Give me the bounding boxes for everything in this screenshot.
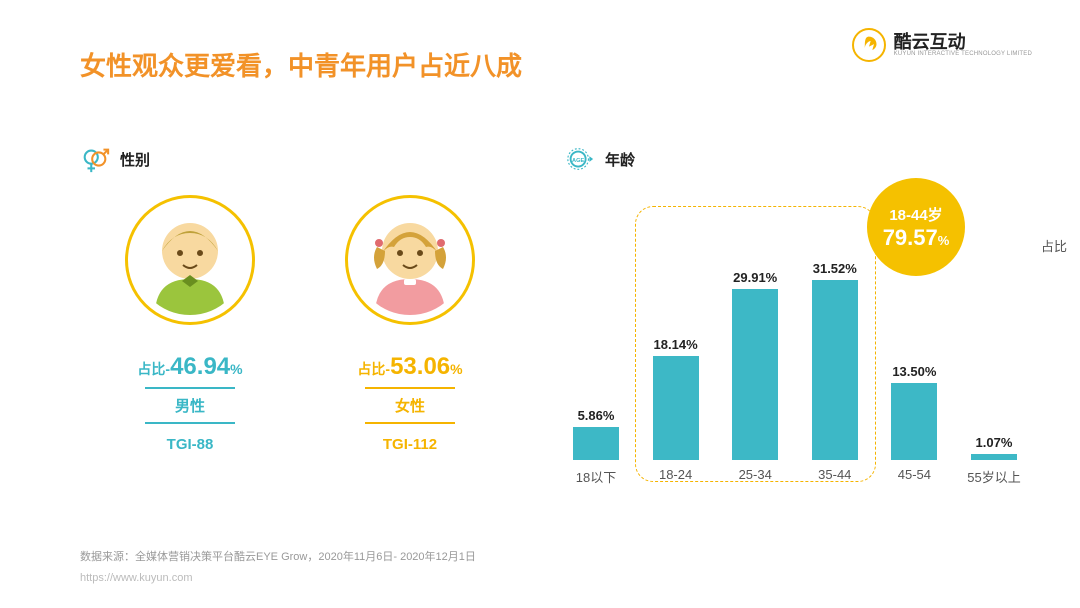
avatar-ring [125, 195, 255, 325]
summary-badge: 18-44岁 79.57% [867, 178, 965, 276]
logo-subtext: KUYUN INTERACTIVE TECHNOLOGY LIMITED [894, 51, 1032, 57]
axis-label: 占比 [1041, 236, 1067, 255]
tgi-value: 88 [197, 436, 214, 453]
bar: 31.52% [804, 261, 866, 460]
divider [365, 422, 455, 424]
avatar-male-icon [135, 205, 245, 315]
ratio-pct: % [450, 361, 462, 377]
bar-value: 1.07% [976, 435, 1013, 450]
bar-value: 5.86% [578, 408, 615, 423]
gender-tgi: TGI-88 [167, 436, 214, 453]
bar-rect [891, 383, 937, 460]
bar-category: 55岁以上 [963, 467, 1025, 486]
gender-ratio: 占比-53.06% [357, 353, 462, 381]
bar: 1.07% [963, 435, 1025, 460]
tgi-prefix: TGI- [383, 436, 413, 453]
bar: 5.86% [565, 408, 627, 460]
page-title: 女性观众更爱看，中青年用户占近八成 [80, 46, 522, 83]
bar-category: 45-54 [883, 467, 945, 486]
section-header-age: AGE 年龄 [565, 144, 635, 174]
divider [145, 422, 235, 424]
divider [145, 387, 235, 389]
tgi-value: 112 [413, 436, 437, 453]
ratio-value: 46.94 [170, 353, 230, 380]
bar-rect [732, 289, 778, 460]
gender-tgi: TGI-112 [383, 436, 437, 453]
gender-male: 占比-46.94% 男性 TGI-88 [125, 195, 255, 453]
gender-name: 女性 [395, 395, 425, 416]
badge-line2: 79.57% [883, 225, 950, 251]
age-chart: 18-44岁 79.57% 占比 5.86%18.14%29.91%31.52%… [565, 206, 1025, 486]
logo-text: 酷云互动 [894, 33, 1032, 51]
bar-group: 5.86% 18.14% 29.91% 31.52% 13.50% 1.07% [565, 250, 1025, 460]
bar: 18.14% [645, 337, 707, 460]
svg-text:AGE: AGE [572, 158, 584, 164]
gender-name: 男性 [175, 395, 205, 416]
avatar-ring [345, 195, 475, 325]
section-header-gender: 性别 [80, 144, 150, 174]
section-label: 性别 [120, 149, 150, 170]
badge-line1: 18-44岁 [889, 204, 942, 225]
bar-value: 29.91% [733, 270, 777, 285]
ratio-pct: % [230, 361, 242, 377]
ratio-prefix: 占比- [137, 361, 170, 377]
gender-panel: 占比-46.94% 男性 TGI-88 [80, 195, 520, 453]
gender-female: 占比-53.06% 女性 TGI-112 [345, 195, 475, 453]
bar: 13.50% [883, 364, 945, 460]
data-source-note: 数据来源：全媒体营销决策平台酷云EYE Grow，2020年11月6日- 202… [80, 548, 476, 564]
section-label: 年龄 [605, 149, 635, 170]
ratio-prefix: 占比- [357, 361, 390, 377]
age-icon: AGE [565, 144, 595, 174]
bar-rect [971, 454, 1017, 460]
logo-mark-icon [852, 28, 886, 62]
avatar-female-icon [355, 205, 465, 315]
gender-icon [80, 144, 110, 174]
bar-value: 31.52% [813, 261, 857, 276]
bar-value: 13.50% [892, 364, 936, 379]
gender-ratio: 占比-46.94% [137, 353, 242, 381]
brand-logo: 酷云互动 KUYUN INTERACTIVE TECHNOLOGY LIMITE… [852, 28, 1032, 62]
tgi-prefix: TGI- [167, 436, 197, 453]
bar-value: 18.14% [654, 337, 698, 352]
bar-rect [573, 427, 619, 460]
bar-category: 18以下 [565, 467, 627, 486]
ratio-value: 53.06 [390, 353, 450, 380]
footer-link: https://www.kuyun.com [80, 572, 193, 584]
divider [365, 387, 455, 389]
bar-rect [812, 280, 858, 460]
bar-rect [653, 356, 699, 460]
bar: 29.91% [724, 270, 786, 460]
